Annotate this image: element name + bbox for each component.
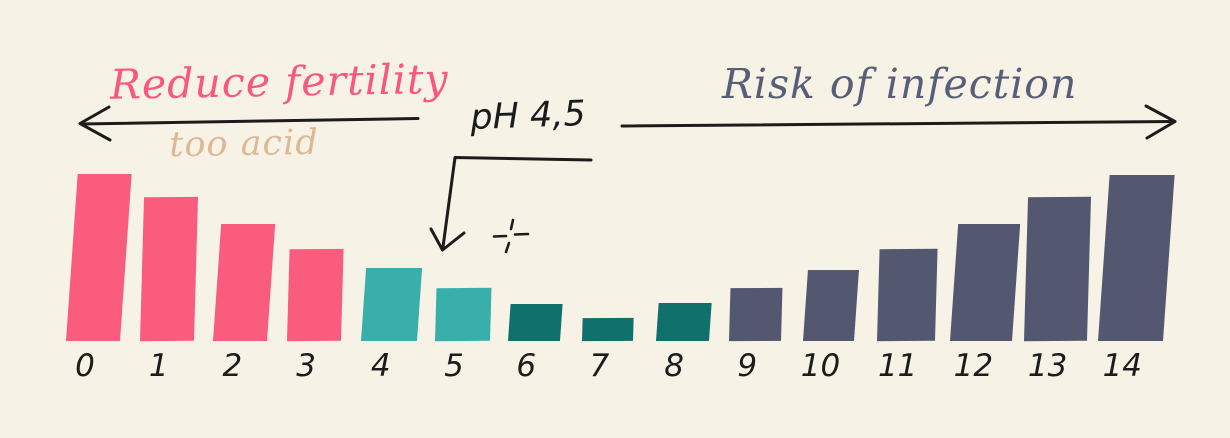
- bar-ph-10: [803, 270, 859, 341]
- bar-ph-2: [213, 224, 276, 341]
- x-tick-label-4: 4: [370, 348, 391, 384]
- x-tick-label-11: 11: [877, 348, 918, 384]
- bar-ph-8: [655, 303, 712, 341]
- left-arrow-line: [79, 117, 420, 126]
- x-tick-label-5: 5: [444, 348, 464, 384]
- risk-of-infection-label: Risk of infection: [722, 60, 1078, 108]
- bar-ph-3: [287, 248, 344, 342]
- bar-ph-11: [876, 248, 938, 342]
- x-tick-label-10: 10: [800, 348, 841, 384]
- left-arrowhead-icon: [78, 105, 112, 142]
- x-tick-label-14: 14: [1102, 348, 1143, 384]
- bar-ph-13: [1024, 196, 1092, 342]
- x-tick-label-0: 0: [75, 348, 95, 384]
- bar-ph-9: [729, 287, 783, 342]
- ph-pointer-elbow-line: [441, 156, 593, 249]
- right-arrow-line: [620, 120, 1175, 128]
- x-tick-label-9: 9: [737, 348, 758, 384]
- down-arrowhead-icon: [429, 227, 466, 252]
- x-tick-label-13: 13: [1027, 348, 1068, 384]
- bar-ph-14: [1097, 175, 1175, 341]
- bar-ph-0: [66, 174, 132, 341]
- x-tick-label-7: 7: [589, 348, 610, 384]
- bar-ph-1: [139, 196, 198, 342]
- x-tick-label-12: 12: [953, 348, 994, 384]
- x-tick-label-2: 2: [222, 348, 243, 384]
- bar-ph-7: [581, 317, 634, 342]
- bar-ph-5: [434, 287, 491, 342]
- bar-ph-4: [360, 268, 422, 341]
- dashed-cross-icon: [492, 218, 530, 254]
- x-tick-label-1: 1: [148, 348, 169, 384]
- x-tick-label-6: 6: [516, 348, 537, 384]
- bar-ph-6: [508, 304, 563, 341]
- right-arrowhead-icon: [1144, 104, 1177, 140]
- x-tick-label-8: 8: [664, 348, 684, 384]
- bar-ph-12: [950, 224, 1021, 341]
- x-tick-label-3: 3: [296, 348, 316, 384]
